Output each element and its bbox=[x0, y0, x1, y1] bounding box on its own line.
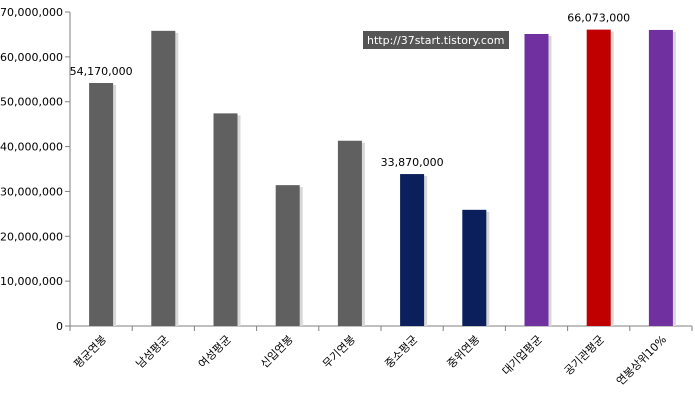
bar bbox=[213, 113, 238, 327]
bars bbox=[89, 29, 676, 327]
bar bbox=[337, 140, 362, 326]
bar bbox=[524, 33, 549, 326]
data-label: 54,170,000 bbox=[70, 65, 133, 78]
category-label: 중위연봉 bbox=[445, 333, 483, 371]
y-tick-label: 70,000,000 bbox=[0, 6, 63, 19]
watermark-text: http://37start.tistory.com bbox=[367, 34, 504, 47]
y-axis-ticks: 0 10,000,000 20,000,000 30,000,000 40,000,00… bbox=[0, 6, 70, 333]
y-tick-label: 20,000,000 bbox=[0, 230, 63, 243]
bar bbox=[275, 185, 300, 326]
category-label: 중소평균 bbox=[382, 333, 420, 371]
y-tick-label: 0 bbox=[56, 320, 63, 333]
y-tick-label: 10,000,000 bbox=[0, 275, 63, 288]
bar bbox=[586, 29, 611, 327]
y-tick-label: 60,000,000 bbox=[0, 51, 63, 64]
bar bbox=[648, 29, 673, 326]
y-tick-label: 40,000,000 bbox=[0, 141, 63, 154]
category-labels: 평균연봉 남성평균 여성평균 신입연봉 무기연봉 중소평균 중위연봉 대기업평균 공기관평균 연봉… bbox=[71, 333, 669, 388]
category-label: 남성평균 bbox=[134, 333, 172, 371]
category-label: 대기업평균 bbox=[500, 333, 545, 378]
y-tick-label: 30,000,000 bbox=[0, 185, 63, 198]
bar bbox=[151, 30, 176, 327]
category-label: 여성평균 bbox=[196, 333, 234, 371]
bar bbox=[89, 83, 114, 327]
data-labels: 54,170,000 33,870,000 66,073,000 bbox=[70, 12, 631, 169]
category-label: 평균연봉 bbox=[71, 333, 109, 371]
category-label: 신입연봉 bbox=[258, 333, 296, 371]
category-label: 공기관평균 bbox=[562, 333, 607, 378]
data-label: 66,073,000 bbox=[567, 12, 630, 25]
bar bbox=[462, 209, 487, 326]
bar bbox=[400, 174, 425, 326]
category-label: 연봉상위10% bbox=[614, 333, 669, 388]
x-axis-ticks bbox=[69, 326, 693, 331]
watermark: http://37start.tistory.com bbox=[363, 31, 509, 49]
y-tick-label: 50,000,000 bbox=[0, 96, 63, 109]
data-label: 33,870,000 bbox=[381, 156, 444, 169]
watermark-box bbox=[363, 31, 509, 49]
category-label: 무기연봉 bbox=[320, 333, 358, 371]
